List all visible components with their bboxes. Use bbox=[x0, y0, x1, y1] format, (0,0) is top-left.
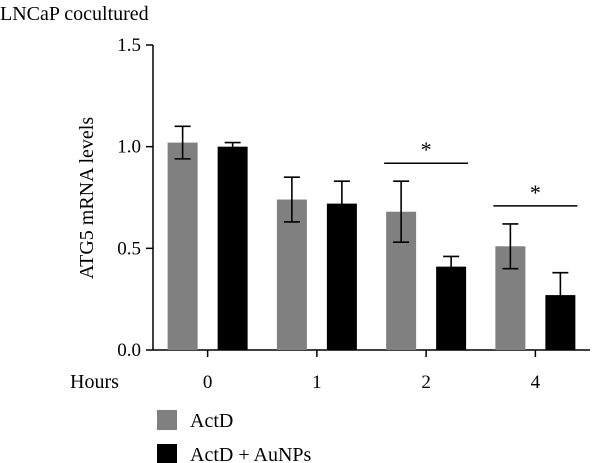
bar-actd-aunps bbox=[217, 146, 248, 350]
x-axis-title: Hours bbox=[70, 371, 119, 393]
bar-actd bbox=[167, 142, 198, 350]
legend-label: ActD bbox=[190, 410, 233, 432]
y-tick-label: 1.0 bbox=[117, 137, 141, 158]
legend-swatch bbox=[157, 410, 177, 430]
legend-swatch bbox=[157, 444, 177, 463]
y-tick-label: 0.5 bbox=[117, 238, 141, 259]
y-axis-title: ATG5 mRNA levels bbox=[76, 117, 98, 279]
x-tick-label: 0 bbox=[203, 372, 213, 393]
bar-actd-aunps bbox=[436, 266, 467, 350]
significance-markers: ** bbox=[384, 137, 578, 207]
y-tick-label: 0.0 bbox=[117, 340, 141, 361]
y-tick-label: 1.5 bbox=[117, 35, 141, 56]
x-tick-label: 4 bbox=[531, 372, 541, 393]
significance-star: * bbox=[421, 137, 432, 162]
legend-label: ActD + AuNPs bbox=[190, 444, 312, 463]
x-axis: 0 1 2 4 bbox=[153, 349, 590, 393]
chart-title: LNCaP cocultured bbox=[0, 3, 149, 25]
y-axis: 0.0 0.5 1.0 1.5 bbox=[117, 35, 154, 361]
legend: ActD ActD + AuNPs bbox=[157, 410, 312, 463]
significance-star: * bbox=[530, 180, 541, 205]
bar-actd-aunps bbox=[326, 203, 357, 350]
bar-actd bbox=[276, 199, 307, 350]
bars bbox=[167, 125, 576, 350]
x-tick-label: 1 bbox=[312, 372, 322, 393]
x-tick-label: 2 bbox=[421, 372, 431, 393]
